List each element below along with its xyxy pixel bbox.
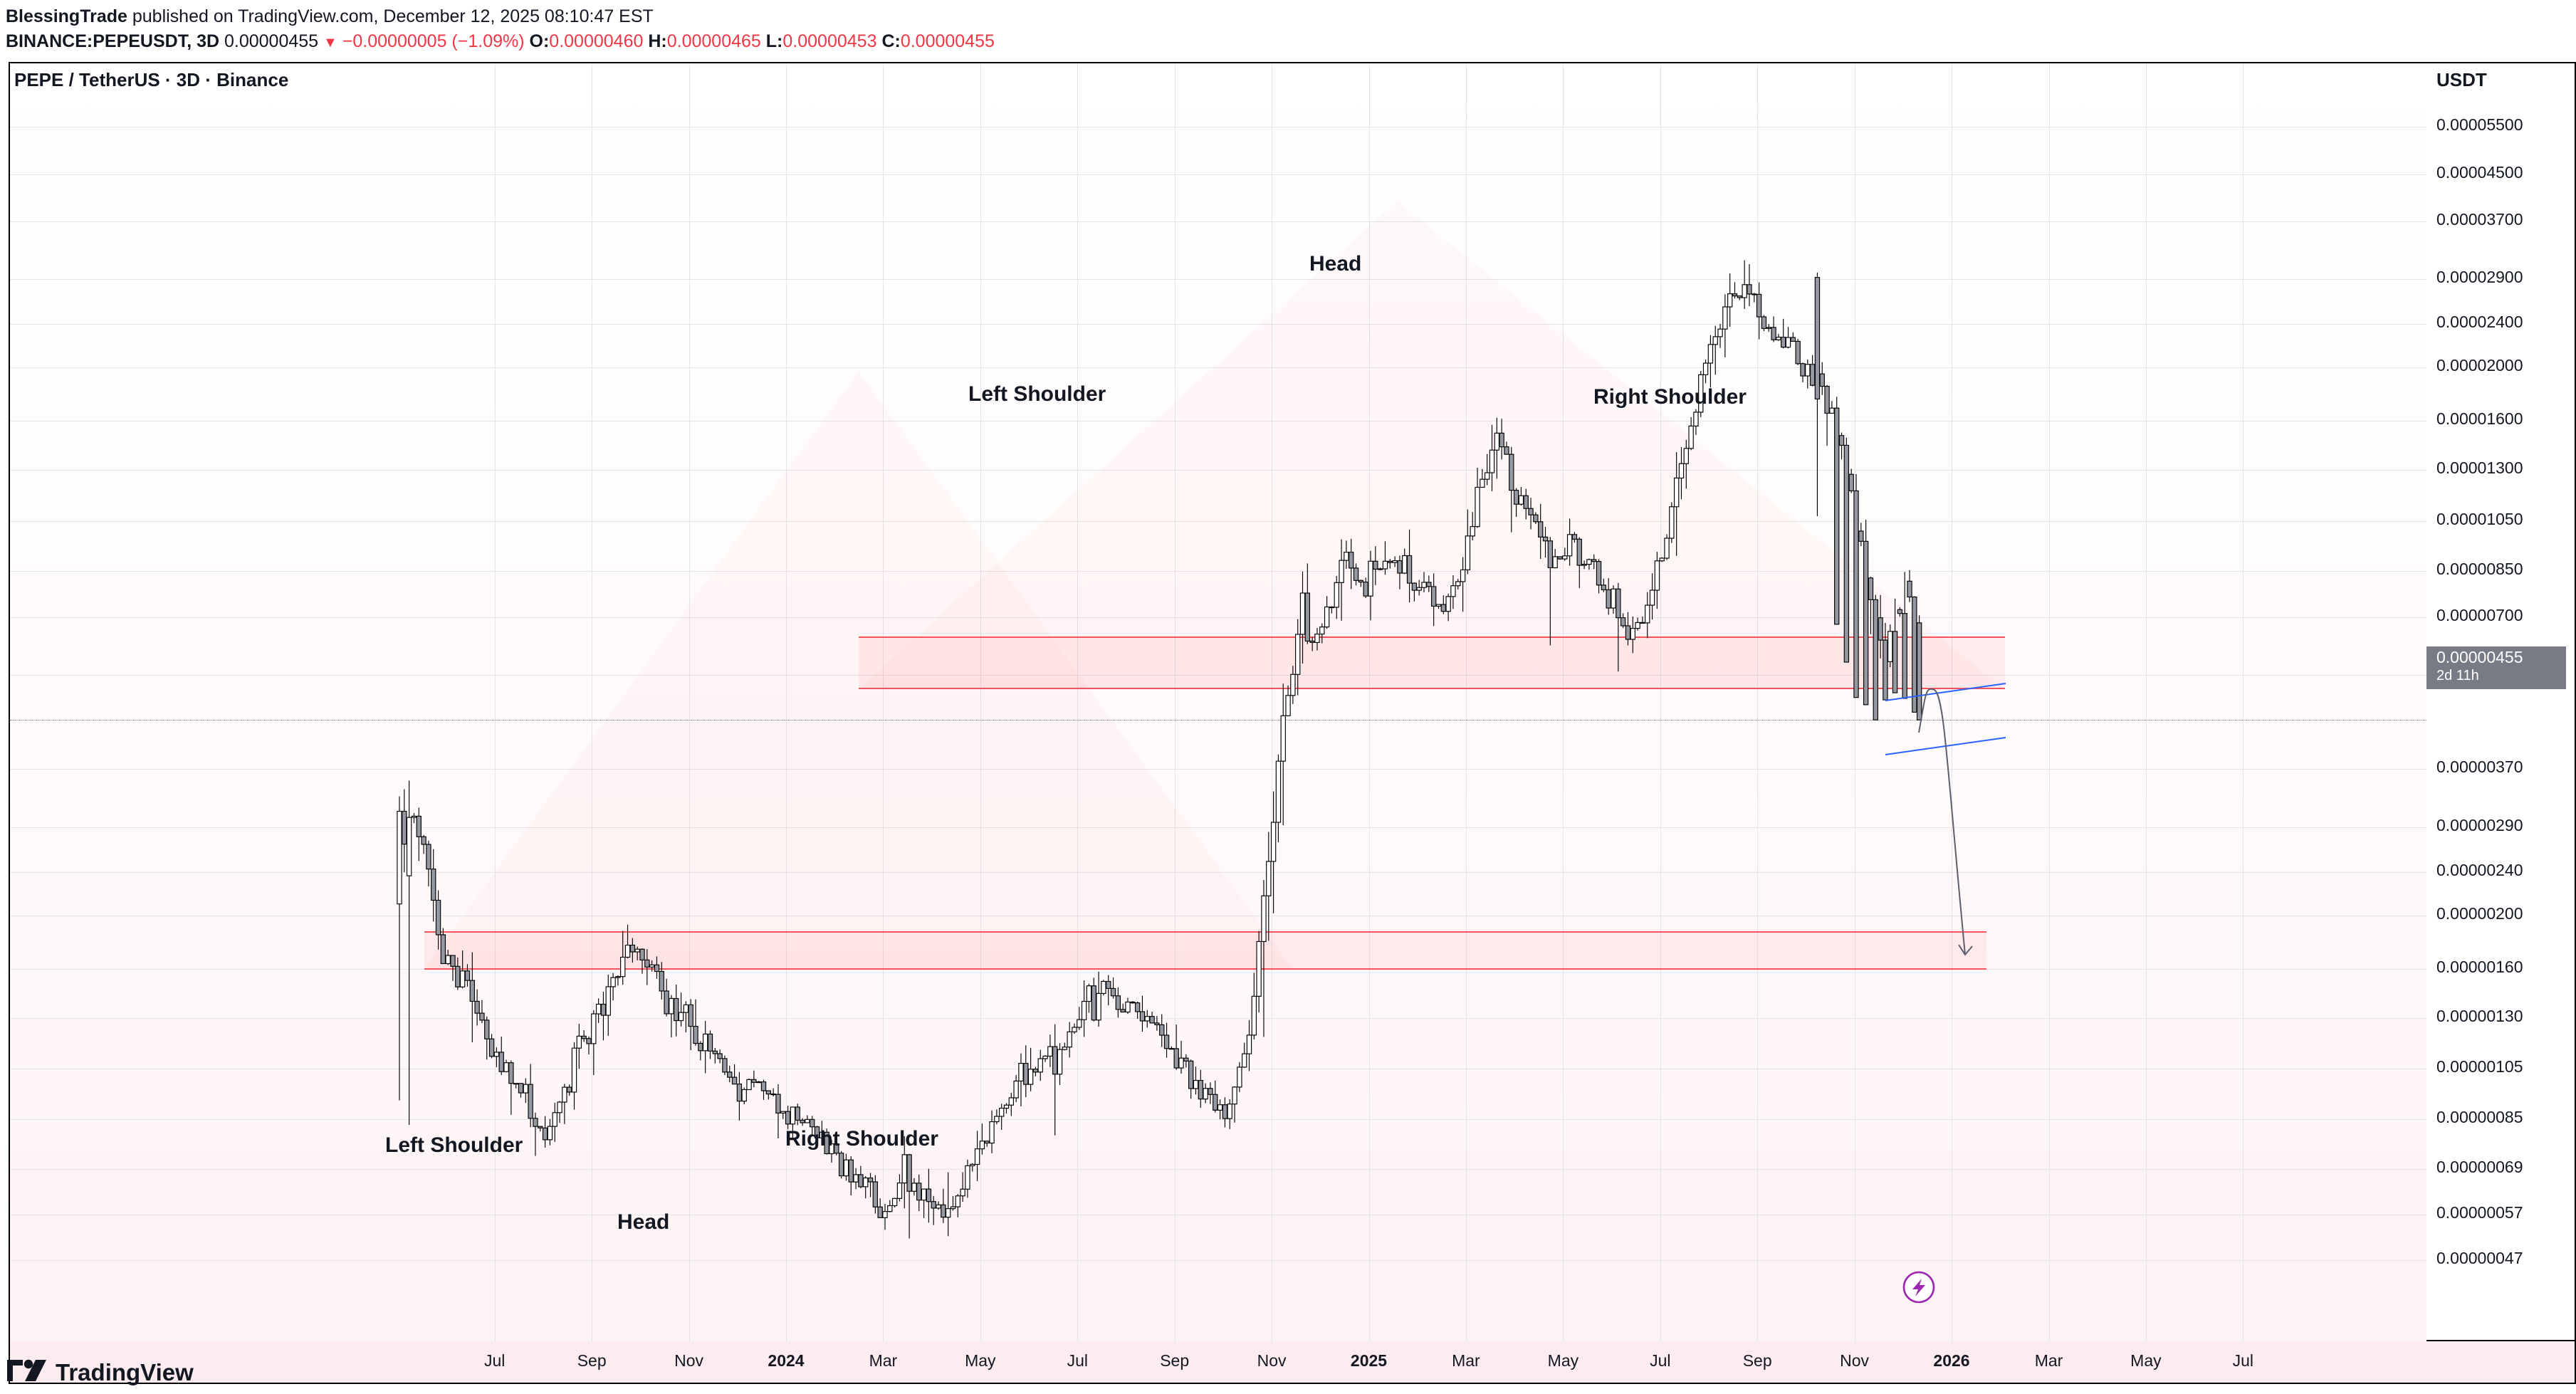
svg-text:TradingView: TradingView — [56, 1359, 194, 1385]
